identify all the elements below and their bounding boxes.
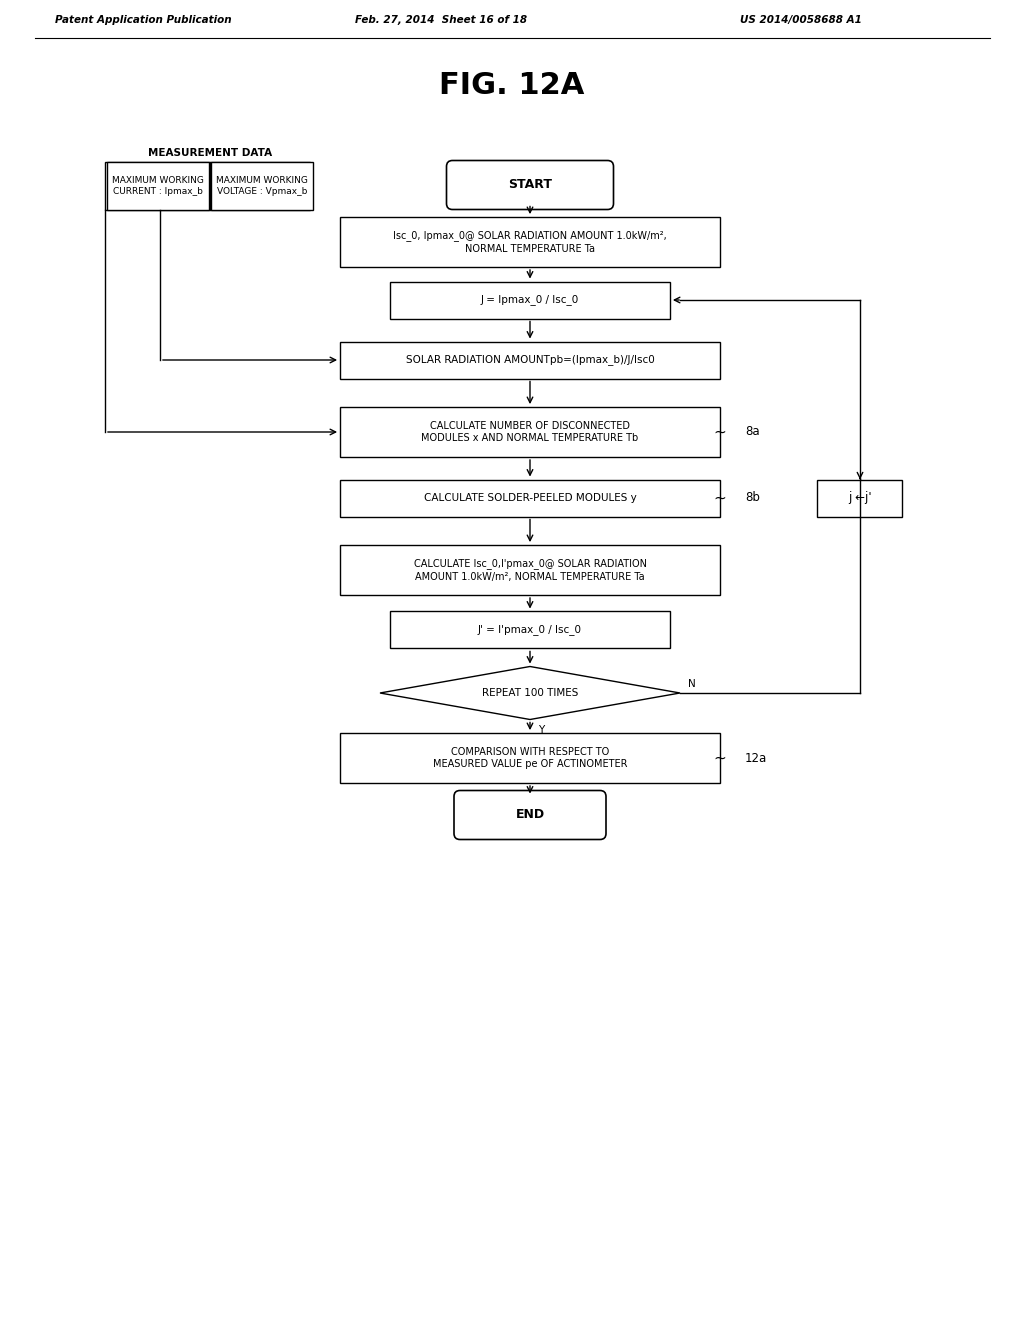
FancyBboxPatch shape (454, 791, 606, 840)
Text: CALCULATE Isc_0,I'pmax_0@ SOLAR RADIATION
AMOUNT 1.0kW/m², NORMAL TEMPERATURE Ta: CALCULATE Isc_0,I'pmax_0@ SOLAR RADIATIO… (414, 558, 646, 582)
FancyBboxPatch shape (390, 611, 670, 648)
FancyBboxPatch shape (340, 407, 720, 457)
Text: SOLAR RADIATION AMOUNTpb=(Ipmax_b)/J/Isc0: SOLAR RADIATION AMOUNTpb=(Ipmax_b)/J/Isc… (406, 355, 654, 366)
FancyBboxPatch shape (211, 162, 313, 210)
FancyBboxPatch shape (390, 281, 670, 318)
Text: 8a: 8a (745, 425, 760, 438)
FancyBboxPatch shape (817, 479, 902, 516)
Text: COMPARISON WITH RESPECT TO
MEASURED VALUE pe OF ACTINOMETER: COMPARISON WITH RESPECT TO MEASURED VALU… (433, 747, 628, 770)
Text: J' = I'pmax_0 / Isc_0: J' = I'pmax_0 / Isc_0 (478, 624, 582, 635)
Text: MAXIMUM WORKING
VOLTAGE : Vpmax_b: MAXIMUM WORKING VOLTAGE : Vpmax_b (216, 176, 308, 197)
Text: 8b: 8b (745, 491, 760, 504)
FancyBboxPatch shape (340, 733, 720, 783)
Text: 12a: 12a (745, 751, 767, 764)
FancyBboxPatch shape (340, 216, 720, 267)
Text: j ←j': j ←j' (848, 491, 871, 504)
Text: ~: ~ (714, 425, 726, 440)
Text: Y: Y (538, 725, 544, 735)
Text: CALCULATE NUMBER OF DISCONNECTED
MODULES x AND NORMAL TEMPERATURE Tb: CALCULATE NUMBER OF DISCONNECTED MODULES… (421, 421, 639, 444)
Text: CALCULATE SOLDER-PEELED MODULES y: CALCULATE SOLDER-PEELED MODULES y (424, 492, 636, 503)
FancyBboxPatch shape (340, 479, 720, 516)
Text: ~: ~ (714, 491, 726, 506)
Text: Patent Application Publication: Patent Application Publication (55, 15, 231, 25)
Polygon shape (380, 667, 680, 719)
Text: Feb. 27, 2014  Sheet 16 of 18: Feb. 27, 2014 Sheet 16 of 18 (355, 15, 527, 25)
FancyBboxPatch shape (340, 342, 720, 379)
FancyBboxPatch shape (340, 545, 720, 595)
Text: MEASUREMENT DATA: MEASUREMENT DATA (147, 148, 272, 158)
Text: J = Ipmax_0 / Isc_0: J = Ipmax_0 / Isc_0 (481, 294, 580, 305)
Text: US 2014/0058688 A1: US 2014/0058688 A1 (740, 15, 862, 25)
Text: N: N (688, 678, 695, 689)
Text: FIG. 12A: FIG. 12A (439, 70, 585, 99)
Text: ~: ~ (714, 751, 726, 766)
Text: Isc_0, Ipmax_0@ SOLAR RADIATION AMOUNT 1.0kW/m²,
NORMAL TEMPERATURE Ta: Isc_0, Ipmax_0@ SOLAR RADIATION AMOUNT 1… (393, 231, 667, 253)
Text: START: START (508, 178, 552, 191)
Text: END: END (515, 808, 545, 821)
Text: MAXIMUM WORKING
CURRENT : Ipmax_b: MAXIMUM WORKING CURRENT : Ipmax_b (112, 176, 204, 197)
FancyBboxPatch shape (446, 161, 613, 210)
FancyBboxPatch shape (105, 162, 310, 210)
FancyBboxPatch shape (106, 162, 209, 210)
Text: REPEAT 100 TIMES: REPEAT 100 TIMES (482, 688, 579, 698)
